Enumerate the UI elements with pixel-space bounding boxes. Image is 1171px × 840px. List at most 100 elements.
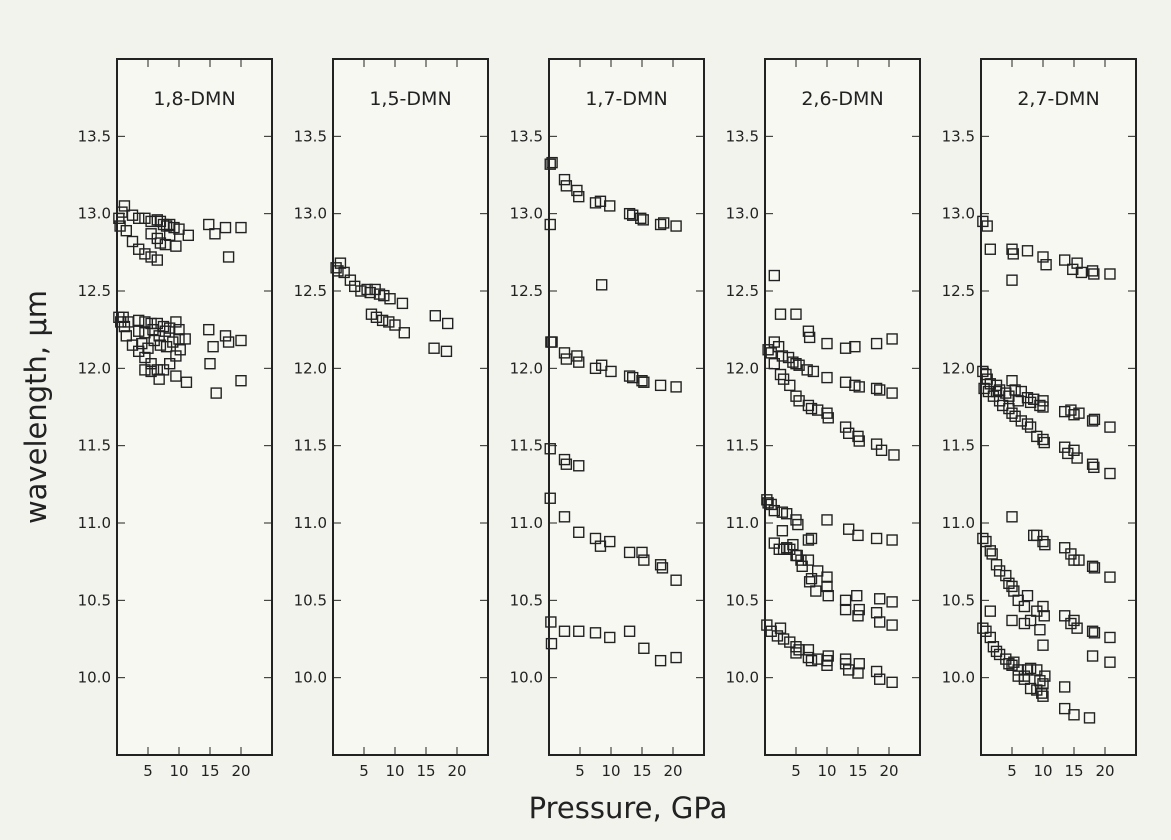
data-point (977, 622, 989, 634)
data-point (977, 532, 989, 545)
data-point (765, 498, 777, 511)
data-point (821, 654, 833, 667)
data-point (545, 637, 558, 650)
data-point (1040, 259, 1052, 271)
data-point (1068, 614, 1080, 627)
panel-4: 10.0 10.5 11.0 11.5 12.0 12.5 13.0 13.5 5 10 15 20 2… (942, 58, 1137, 780)
data-point (1104, 631, 1116, 644)
data-point (638, 554, 650, 566)
data-point (1006, 375, 1018, 387)
data-point (139, 316, 151, 328)
data-point (768, 357, 780, 370)
data-point (874, 593, 886, 605)
y-tick-label: 12.0 (510, 359, 543, 377)
data-point (428, 342, 440, 354)
data-point (774, 308, 787, 320)
data-point (853, 381, 865, 393)
data-point (1086, 560, 1099, 573)
x-tick-label: 5 (791, 762, 801, 780)
data-point (1024, 614, 1037, 627)
data-point (765, 347, 777, 359)
panel-title: 2,6-DMN (801, 88, 883, 110)
data-point (768, 504, 780, 517)
data-point (151, 364, 164, 376)
data-point (1037, 433, 1049, 446)
data-point (235, 375, 247, 387)
data-point (120, 330, 133, 342)
x-tick-label: 20 (231, 762, 250, 780)
data-point (142, 342, 154, 354)
data-point (179, 333, 191, 345)
data-point (589, 362, 602, 375)
data-point (874, 616, 886, 628)
x-tick-label: 10 (601, 762, 620, 780)
data-point (1104, 467, 1116, 480)
data-point (870, 665, 883, 678)
data-point (875, 444, 888, 457)
data-point (1037, 690, 1049, 702)
data-point (670, 381, 682, 393)
data-point (787, 356, 799, 368)
y-tick-label: 10.0 (78, 669, 111, 687)
data-point (573, 625, 585, 637)
data-point (637, 214, 649, 226)
data-point (1037, 535, 1049, 548)
y-tick-label: 12.0 (294, 359, 327, 377)
data-point (803, 576, 816, 588)
data-point (376, 314, 389, 327)
data-point (398, 327, 410, 339)
data-point (571, 184, 583, 197)
data-point (139, 364, 151, 376)
x-tick-label: 15 (200, 762, 219, 780)
data-point (120, 224, 133, 237)
data-point (670, 220, 682, 232)
y-tick-label: 10.5 (78, 591, 111, 609)
y-tick-label: 11.0 (294, 514, 327, 532)
data-point (1000, 387, 1012, 399)
data-point (1065, 548, 1077, 560)
data-point (1073, 407, 1085, 419)
data-point (1000, 569, 1012, 582)
data-point (984, 243, 996, 255)
data-point (132, 212, 145, 225)
x-tick-label: 15 (416, 762, 435, 780)
data-point (596, 359, 608, 371)
data-point (843, 427, 855, 439)
data-point (440, 345, 453, 358)
panel-frame (116, 58, 273, 756)
data-point (776, 350, 789, 362)
y-tick-label: 12.5 (78, 282, 111, 300)
data-point (1071, 452, 1083, 464)
data-point (821, 337, 833, 350)
data-point (623, 370, 636, 382)
y-tick-label: 10.0 (294, 669, 327, 687)
data-point (589, 627, 602, 639)
data-point (1104, 656, 1116, 668)
data-point (886, 333, 898, 345)
data-point (113, 212, 125, 225)
data-point (790, 641, 802, 653)
data-point (839, 421, 852, 433)
data-point (558, 625, 571, 637)
data-point (573, 526, 585, 538)
data-point (170, 316, 182, 328)
data-point (1012, 670, 1024, 682)
data-point (132, 314, 145, 327)
panel-frame (980, 58, 1137, 756)
data-point (654, 654, 667, 667)
data-point (544, 443, 556, 455)
data-point (145, 317, 157, 330)
data-point (993, 384, 1006, 396)
panel-frame (764, 58, 921, 756)
data-point (1036, 687, 1048, 699)
data-point (558, 347, 571, 359)
data-point (544, 218, 556, 231)
y-tick-label: 13.5 (78, 127, 111, 145)
data-point (790, 647, 802, 659)
data-point (853, 658, 865, 670)
data-point (145, 357, 157, 370)
data-point (807, 365, 820, 378)
x-tick-label: 10 (1033, 762, 1052, 780)
x-tick-label: 15 (848, 762, 867, 780)
data-point (154, 339, 167, 351)
